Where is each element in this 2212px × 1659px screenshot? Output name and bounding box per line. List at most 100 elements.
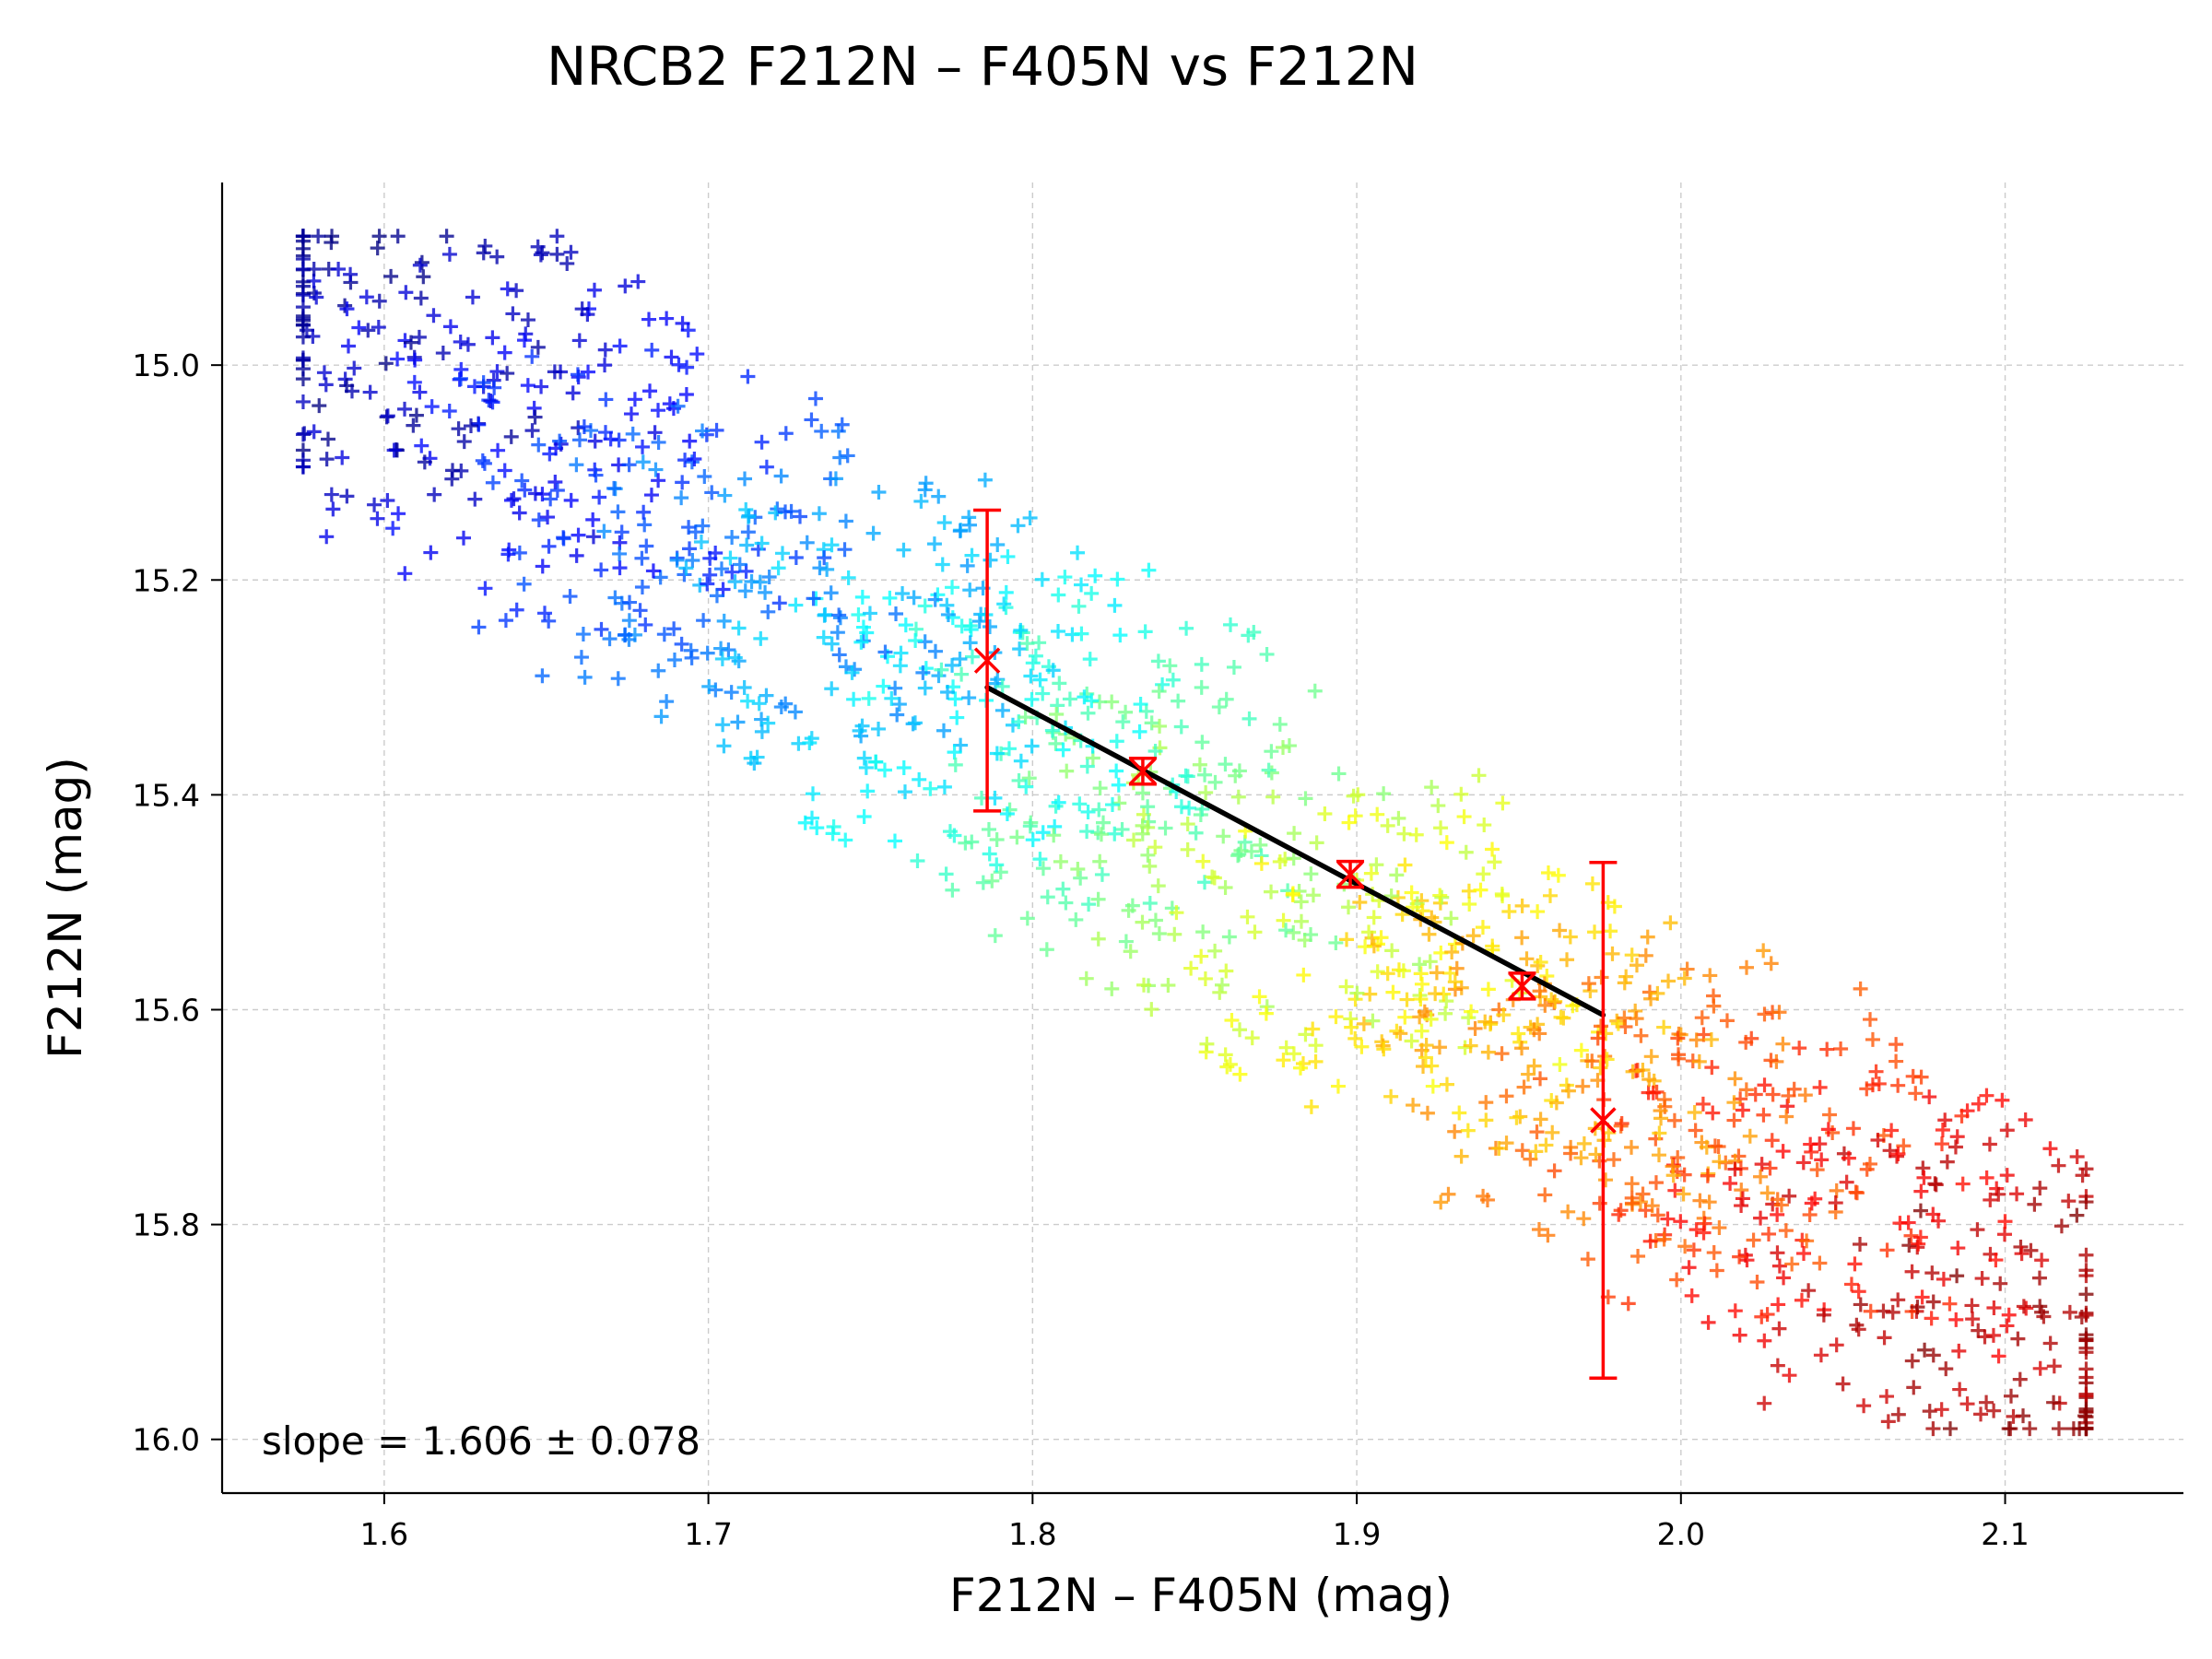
scatter-point (1624, 947, 1640, 963)
scatter-point (1140, 799, 1156, 815)
scatter-point (1303, 866, 1319, 882)
scatter-point (570, 367, 585, 382)
scatter-point (1839, 1174, 1854, 1190)
scatter-point (684, 650, 700, 665)
scatter-point (961, 690, 977, 706)
scatter-point (412, 384, 428, 400)
scatter-point (324, 235, 339, 251)
scatter-point (1011, 772, 1027, 788)
scatter-point (1496, 1007, 1512, 1023)
scatter-point (1199, 1036, 1215, 1052)
scatter-point (647, 425, 663, 441)
scatter-point (1665, 1168, 1681, 1183)
scatter-point (325, 501, 341, 517)
scatter-point (1390, 889, 1406, 905)
scatter-point (1194, 656, 1209, 672)
scatter-point (636, 504, 652, 520)
scatter-point (618, 627, 633, 642)
scatter-point (1152, 718, 1168, 734)
scatter-point (1278, 923, 1294, 938)
scatter-point (1617, 1010, 1632, 1026)
scatter-point (1762, 1160, 1778, 1176)
scatter-point (1361, 924, 1377, 940)
scatter-point (614, 524, 629, 540)
scatter-point (1719, 1013, 1735, 1029)
scatter-point (1530, 958, 1546, 973)
scatter-point (1107, 826, 1123, 841)
scatter-point (1449, 960, 1465, 976)
scatter-point (1971, 1323, 1986, 1338)
scatter-point (1344, 1019, 1359, 1035)
scatter-point (2034, 1253, 2050, 1268)
scatter-point (1533, 954, 1548, 970)
scatter-point (453, 334, 468, 349)
scatter-point (1180, 841, 1195, 857)
scatter-point (1739, 959, 1755, 975)
scatter-point (1712, 1154, 1727, 1170)
scatter-point (295, 453, 311, 468)
scatter-point (1499, 1088, 1514, 1104)
scatter-point (592, 489, 607, 505)
scatter-point (500, 366, 515, 382)
scatter-point (1467, 1020, 1483, 1036)
scatter-point (806, 591, 821, 606)
scatter-point (727, 574, 743, 590)
scatter-point (1384, 943, 1400, 959)
scatter-point (1376, 1041, 1392, 1057)
scatter-point (998, 600, 1014, 616)
scatter-point (341, 338, 357, 354)
scatter-point (927, 643, 943, 659)
scatter-point (1653, 1103, 1668, 1119)
scatter-point (621, 613, 637, 629)
scatter-point (1356, 1016, 1371, 1031)
scatter-point (952, 524, 968, 539)
scatter-point (416, 269, 431, 285)
scatter-point (339, 488, 355, 504)
scatter-point (1104, 797, 1120, 813)
y-axis-label: F212N (mag) (39, 757, 92, 1059)
scatter-point (853, 634, 869, 650)
scatter-point (854, 589, 870, 605)
scatter-point (847, 662, 863, 677)
scatter-point (2053, 1218, 2069, 1234)
scatter-point (1770, 1206, 1785, 1222)
scatter-point (753, 630, 769, 646)
scatter-point (799, 535, 815, 550)
scatter-point (635, 454, 651, 470)
scatter-point (412, 257, 428, 273)
scatter-point (441, 404, 457, 419)
scatter-point (1847, 1256, 1863, 1272)
scatter-point (778, 426, 794, 441)
scatter-point (838, 513, 853, 529)
scatter-point (1706, 998, 1722, 1014)
scatter-point (1900, 1215, 1916, 1230)
scatter-point (535, 668, 550, 684)
scatter-point (1606, 1152, 1621, 1168)
scatter-point (940, 606, 956, 622)
scatter-point (1214, 977, 1230, 993)
scatter-point (1419, 1105, 1435, 1121)
scatter-point (681, 541, 697, 557)
scatter-point (343, 266, 359, 282)
scatter-point (1499, 1135, 1514, 1151)
scatter-point (1644, 1198, 1660, 1214)
scatter-point (834, 417, 850, 432)
scatter-point (1971, 1096, 1986, 1112)
binned-point-marker (1336, 861, 1364, 888)
scatter-point (1447, 1124, 1463, 1139)
scatter-point (678, 386, 694, 402)
scatter-point (1429, 965, 1444, 981)
scatter-point (709, 422, 724, 438)
scatter-point (1040, 889, 1055, 905)
scatter-point (1890, 1147, 1906, 1162)
scatter-point (1598, 1026, 1614, 1041)
scatter-point (915, 665, 931, 680)
scatter-point (1757, 1395, 1772, 1411)
scatter-point (1347, 1030, 1363, 1046)
scatter-point (295, 350, 311, 366)
scatter-point (331, 261, 347, 276)
scatter-point (1475, 920, 1490, 935)
scatter-point (1088, 568, 1103, 583)
scatter-point (642, 383, 658, 399)
x-tick-label: 1.6 (360, 1516, 408, 1552)
